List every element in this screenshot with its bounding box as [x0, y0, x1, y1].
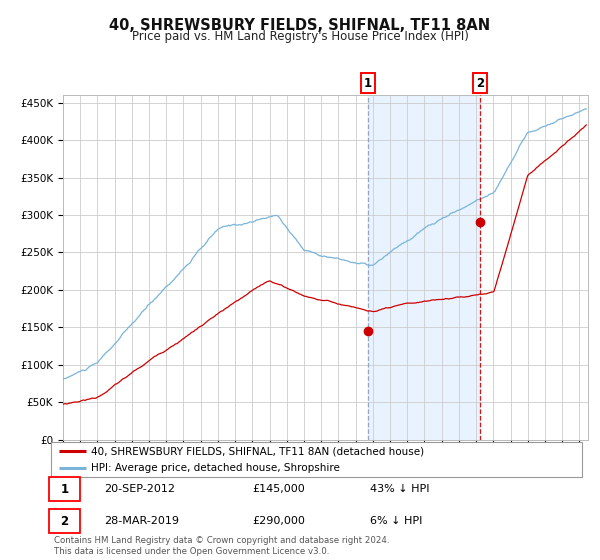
Text: 6% ↓ HPI: 6% ↓ HPI	[370, 516, 422, 526]
Text: 2: 2	[476, 77, 484, 90]
Text: Price paid vs. HM Land Registry's House Price Index (HPI): Price paid vs. HM Land Registry's House …	[131, 30, 469, 43]
Bar	[368, 95, 480, 440]
Text: 1: 1	[364, 77, 372, 90]
FancyBboxPatch shape	[49, 509, 80, 533]
Text: 40, SHREWSBURY FIELDS, SHIFNAL, TF11 8AN: 40, SHREWSBURY FIELDS, SHIFNAL, TF11 8AN	[109, 18, 491, 33]
Text: 28-MAR-2019: 28-MAR-2019	[104, 516, 179, 526]
Text: Contains HM Land Registry data © Crown copyright and database right 2024.
This d: Contains HM Land Registry data © Crown c…	[54, 536, 389, 556]
Text: 2: 2	[60, 515, 68, 528]
Text: 43% ↓ HPI: 43% ↓ HPI	[370, 484, 429, 494]
Text: £145,000: £145,000	[253, 484, 305, 494]
FancyBboxPatch shape	[51, 442, 582, 477]
Text: HPI: Average price, detached house, Shropshire: HPI: Average price, detached house, Shro…	[91, 463, 340, 473]
FancyBboxPatch shape	[49, 477, 80, 501]
Text: 1: 1	[60, 483, 68, 496]
Text: 20-SEP-2012: 20-SEP-2012	[104, 484, 175, 494]
Text: £290,000: £290,000	[253, 516, 305, 526]
Text: 40, SHREWSBURY FIELDS, SHIFNAL, TF11 8AN (detached house): 40, SHREWSBURY FIELDS, SHIFNAL, TF11 8AN…	[91, 446, 424, 456]
